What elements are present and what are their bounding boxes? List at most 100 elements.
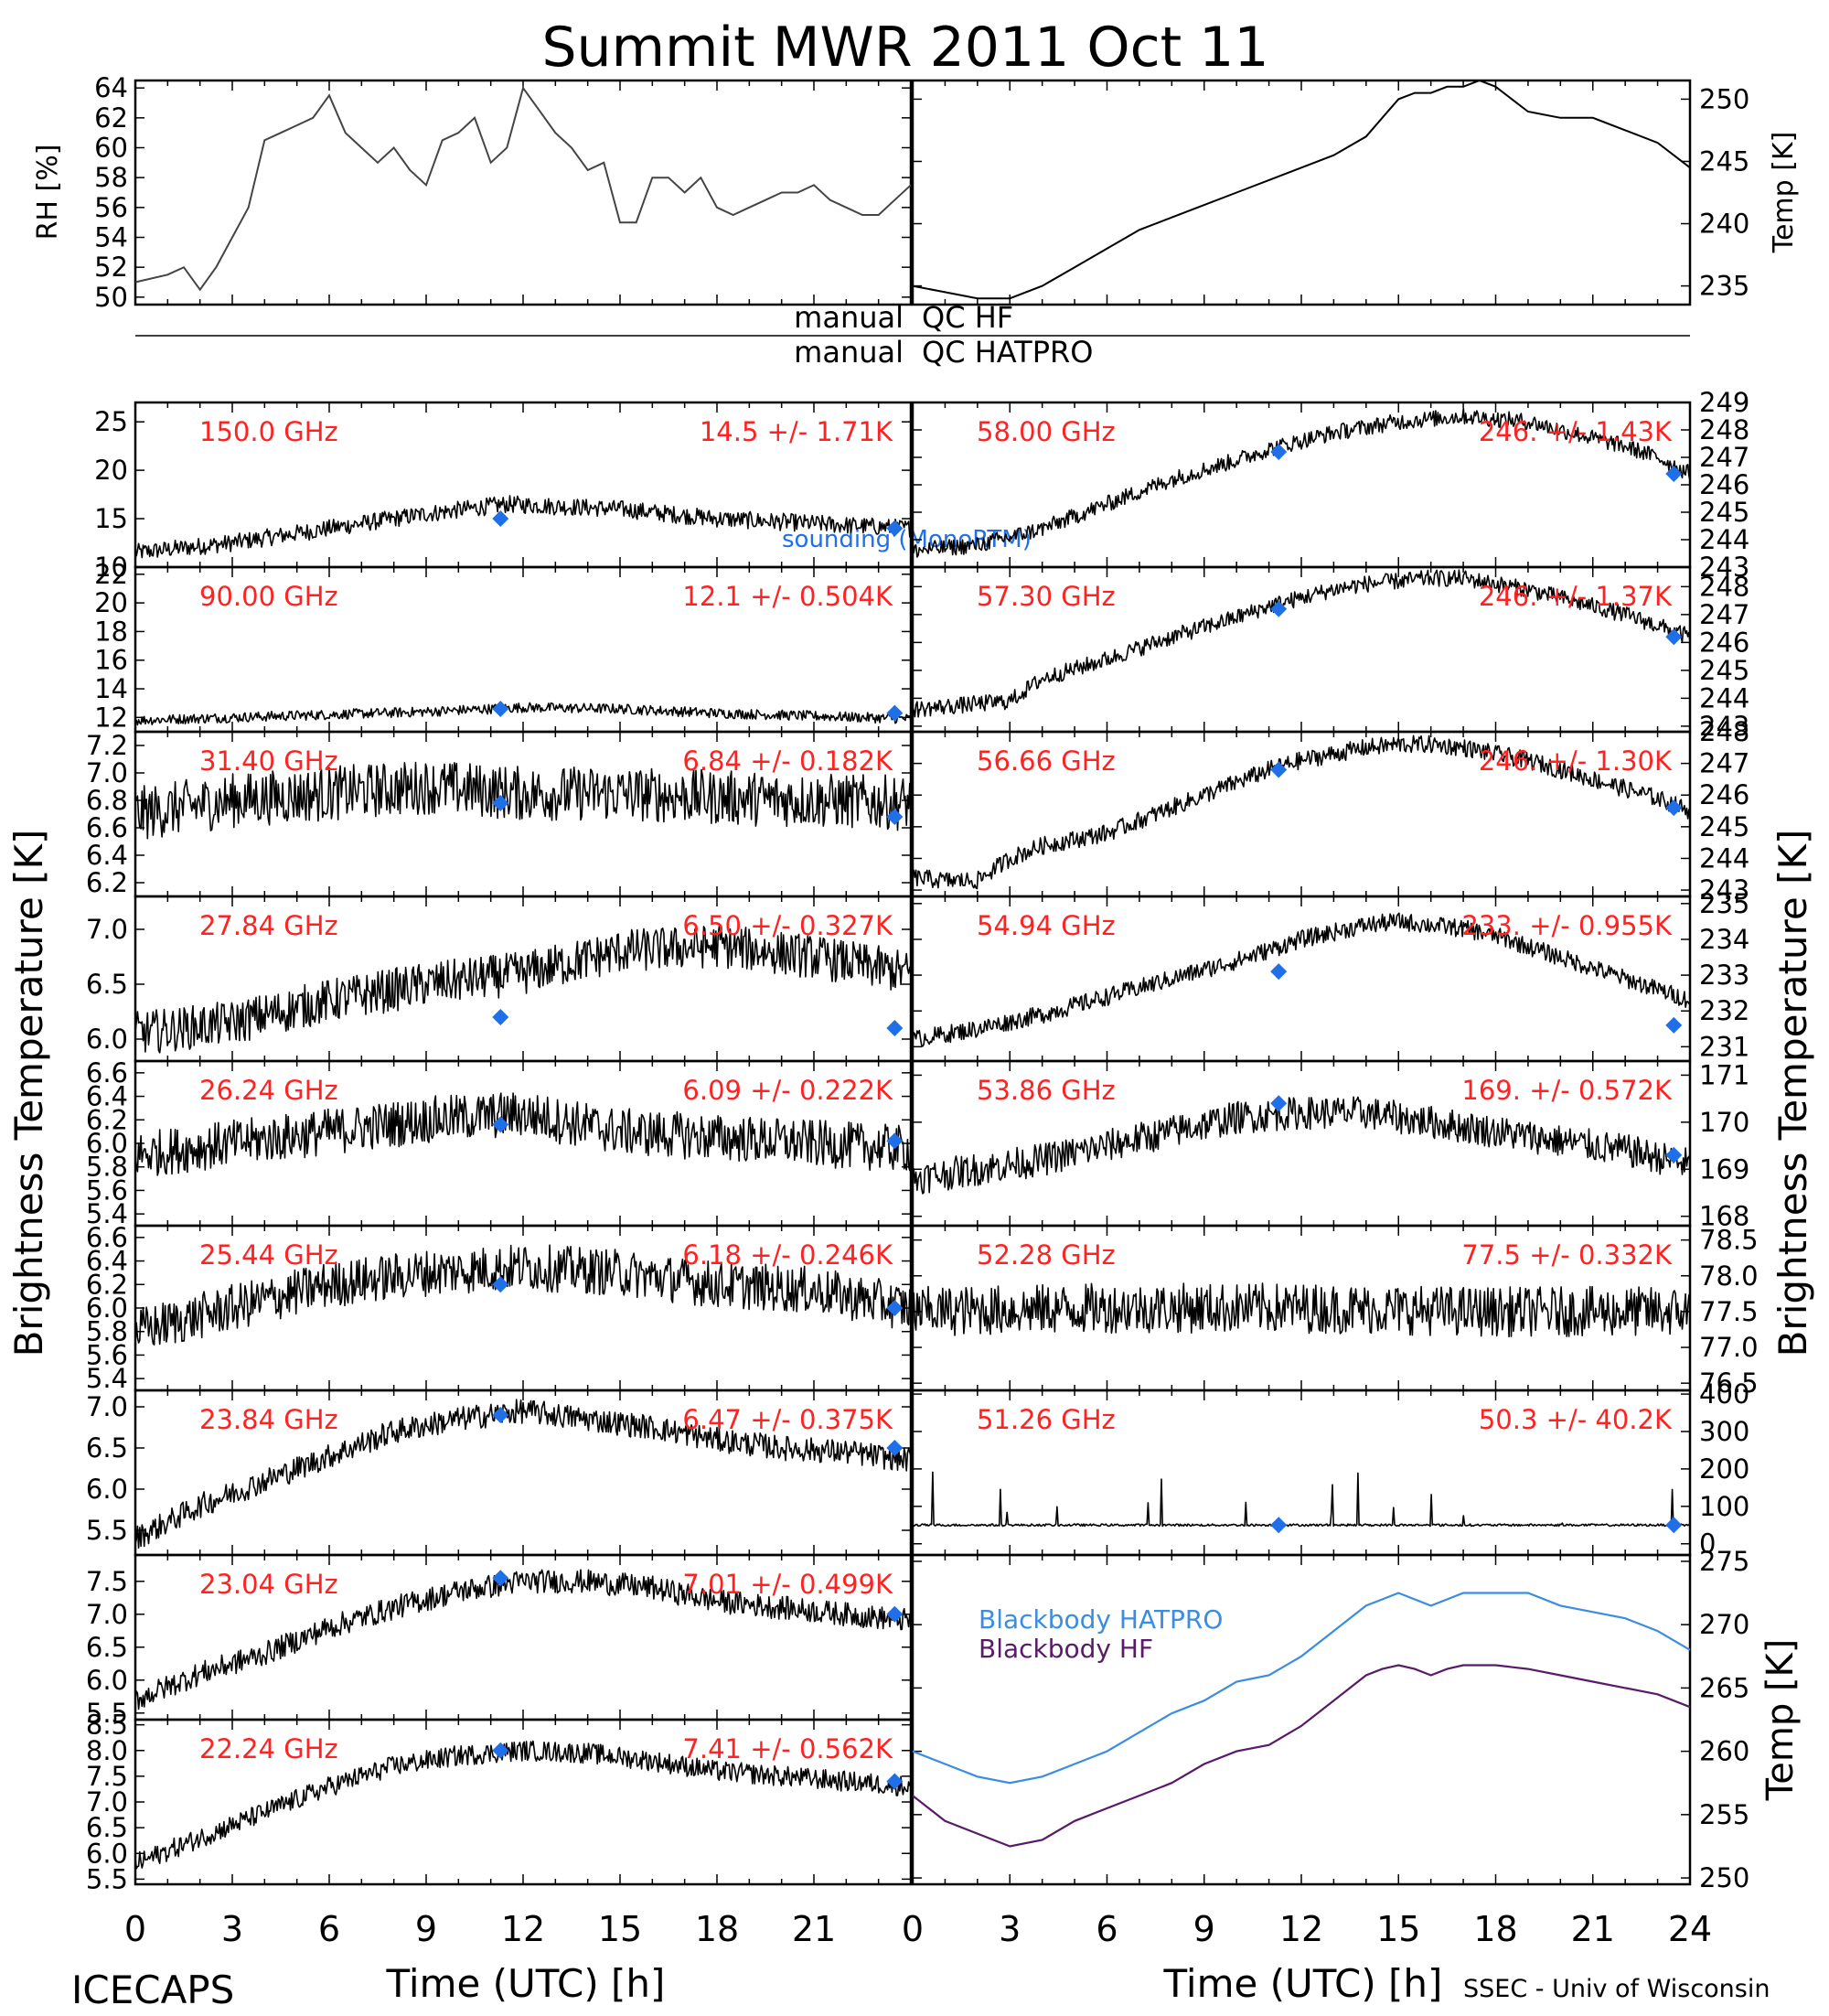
blackbody-legend-hatpro: Blackbody HATPRO bbox=[979, 1604, 1223, 1635]
temp-ytick-label: 235 bbox=[1699, 271, 1749, 302]
ch5494-panel: 231 232 233 234 235 54.94 GHz 233. +/- 0.955K bbox=[911, 888, 1749, 1062]
x-tick-label: 12 bbox=[501, 1909, 545, 1949]
qc-hf-label-left: manual bbox=[794, 300, 904, 335]
ch2784-stats-label: 6.50 +/- 0.327K bbox=[682, 910, 893, 941]
ch5386-ytick-label: 169 bbox=[1699, 1153, 1749, 1185]
ch5228-ytick-label: 78.0 bbox=[1699, 1260, 1759, 1292]
ch2624-ytick-label: 5.4 bbox=[86, 1198, 128, 1229]
ch2784-sounding-point bbox=[492, 1009, 509, 1025]
qc-hatpro-label-right: QC HATPRO bbox=[922, 335, 1093, 370]
ch2224-ytick-label: 7.0 bbox=[86, 1786, 128, 1818]
temp-y-axis-label: Temp [K] bbox=[1768, 132, 1800, 254]
ch5228-ytick-label: 78.5 bbox=[1699, 1225, 1759, 1256]
temp-ytick-label: 250 bbox=[1699, 83, 1749, 114]
ch5666-ytick-label: 247 bbox=[1699, 748, 1749, 779]
ch2304-ytick-label: 5.5 bbox=[86, 1698, 128, 1729]
ch5666-ytick-label: 245 bbox=[1699, 811, 1749, 842]
ch3140-trace bbox=[134, 761, 912, 840]
ch2384-ytick-label: 5.5 bbox=[86, 1515, 128, 1546]
temp-ytick-label: 240 bbox=[1699, 209, 1749, 240]
ch5126-ytick-label: 100 bbox=[1699, 1491, 1749, 1522]
ch5386-ytick-label: 171 bbox=[1699, 1059, 1749, 1090]
x-tick-label: 9 bbox=[415, 1909, 437, 1949]
x-tick-label: 18 bbox=[1473, 1909, 1517, 1949]
rh-ytick-label: 62 bbox=[94, 102, 128, 134]
ch2304-panel: 5.56.06.57.07.5 23.04 GHz 7.01 +/- 0.499K bbox=[86, 1553, 913, 1729]
ch5494-ytick-label: 234 bbox=[1699, 924, 1749, 955]
ch90-sounding-point bbox=[886, 704, 904, 722]
ch5228-ytick-label: 77.5 bbox=[1699, 1296, 1759, 1327]
ch2544-ytick-label: 6.0 bbox=[86, 1292, 128, 1324]
ch5126-channel-label: 51.26 GHz bbox=[977, 1404, 1116, 1435]
ch2544-ytick-label: 6.4 bbox=[86, 1246, 128, 1277]
ch2544-panel: 5.45.65.86.06.26.46.6 25.44 GHz 6.18 +/- 0… bbox=[86, 1222, 913, 1394]
blackbody-series-line-1 bbox=[912, 1664, 1691, 1848]
ch3140-ytick-label: 6.4 bbox=[86, 840, 128, 871]
right-y-axis-label: Brightness Temperature [K] bbox=[1770, 830, 1815, 1357]
ch2224-ytick-label: 7.5 bbox=[86, 1761, 128, 1792]
ch2784-sounding-point bbox=[886, 1020, 904, 1036]
ch90-ytick-label: 14 bbox=[94, 673, 128, 704]
ch2304-ytick-label: 6.5 bbox=[86, 1632, 128, 1663]
ch3140-ytick-label: 6.6 bbox=[86, 812, 128, 843]
ch2544-sounding-point bbox=[492, 1276, 509, 1293]
ch2544-ytick-label: 6.6 bbox=[86, 1222, 128, 1253]
ch90-ytick-label: 12 bbox=[94, 702, 128, 733]
ch3140-channel-label: 31.40 GHz bbox=[199, 745, 338, 777]
ch5800-ytick-label: 249 bbox=[1699, 387, 1749, 418]
rh-ytick-label: 56 bbox=[94, 192, 128, 223]
ch5730-ytick-label: 243 bbox=[1699, 711, 1749, 742]
ch2624-ytick-label: 6.4 bbox=[86, 1081, 128, 1112]
ch5494-ytick-label: 231 bbox=[1699, 1031, 1749, 1062]
ch2624-panel: 5.45.65.86.06.26.46.6 26.24 GHz 6.09 +/- 0… bbox=[86, 1057, 913, 1229]
blackbody-ytick-label: 250 bbox=[1699, 1862, 1749, 1893]
ch2224-sounding-point bbox=[886, 1773, 904, 1790]
ch150-sounding-point bbox=[492, 510, 509, 528]
ch2304-sounding-point bbox=[886, 1605, 904, 1623]
ch5800-sounding-point bbox=[1665, 466, 1683, 482]
ch5800-channel-label: 58.00 GHz bbox=[977, 416, 1116, 447]
ch3140-ytick-label: 6.2 bbox=[86, 867, 128, 898]
ch150-ytick-label: 20 bbox=[94, 455, 128, 486]
ch5386-sounding-point bbox=[1270, 1095, 1288, 1112]
ch5730-ytick-label: 247 bbox=[1699, 599, 1749, 630]
ch2624-ytick-label: 5.6 bbox=[86, 1174, 128, 1206]
ch5386-ytick-label: 170 bbox=[1699, 1107, 1749, 1138]
ch2384-panel: 5.5 6.0 6.5 7.0 23.84 GHz 6.47 +/- 0.375K bbox=[86, 1389, 913, 1557]
ch2224-panel: 5.56.06.57.07.58.08.5 22.24 GHz 7.41 +/- 0… bbox=[86, 1710, 913, 1894]
x-tick-label: 18 bbox=[695, 1909, 739, 1949]
ch90-ytick-label: 20 bbox=[94, 587, 128, 618]
ch90-ytick-label: 18 bbox=[94, 616, 128, 647]
ch2544-ytick-label: 5.4 bbox=[86, 1363, 128, 1394]
ch2624-sounding-point bbox=[886, 1132, 904, 1150]
ch5126-ytick-label: 200 bbox=[1699, 1453, 1749, 1485]
temp-series-line bbox=[912, 79, 1691, 300]
ch5730-ytick-label: 245 bbox=[1699, 655, 1749, 686]
x-tick-label: 6 bbox=[1096, 1909, 1118, 1949]
ch2224-ytick-label: 5.5 bbox=[86, 1863, 128, 1894]
rh-ytick-label: 50 bbox=[94, 282, 128, 313]
figure-title: Summit MWR 2011 Oct 11 bbox=[541, 16, 1268, 80]
ch3140-ytick-label: 6.8 bbox=[86, 785, 128, 816]
ch2624-ytick-label: 5.8 bbox=[86, 1152, 128, 1183]
ch5126-ytick-label: 0 bbox=[1699, 1528, 1716, 1560]
blackbody-ytick-label: 255 bbox=[1699, 1799, 1749, 1830]
ch2224-stats-label: 7.41 +/- 0.562K bbox=[682, 1733, 893, 1764]
rh-series-line bbox=[134, 85, 912, 292]
ch5494-ytick-label: 233 bbox=[1699, 960, 1749, 991]
ch5800-ytick-label: 246 bbox=[1699, 469, 1749, 500]
ch5126-trace bbox=[912, 1471, 1691, 1528]
ch5800-ytick-label: 247 bbox=[1699, 442, 1749, 473]
ch3140-sounding-point bbox=[492, 795, 509, 811]
ch5126-stats-label: 50.3 +/- 40.2K bbox=[1479, 1404, 1673, 1435]
ch150-ytick-label: 10 bbox=[94, 552, 128, 583]
ch5730-ytick-label: 246 bbox=[1699, 627, 1749, 658]
blackbody-ytick-label: 275 bbox=[1699, 1546, 1749, 1577]
ch2224-ytick-label: 8.5 bbox=[86, 1710, 128, 1741]
x-tick-label: 24 bbox=[1668, 1909, 1712, 1949]
ch5386-channel-label: 53.86 GHz bbox=[977, 1075, 1116, 1106]
ch2384-trace bbox=[134, 1399, 912, 1549]
